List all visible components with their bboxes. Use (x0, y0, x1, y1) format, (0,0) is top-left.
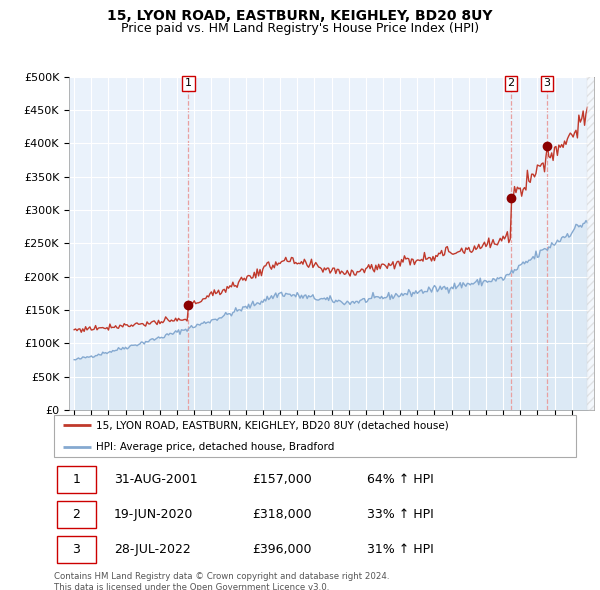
Text: 19-JUN-2020: 19-JUN-2020 (114, 508, 193, 522)
Text: 28-JUL-2022: 28-JUL-2022 (114, 543, 191, 556)
Text: 3: 3 (544, 78, 551, 88)
FancyBboxPatch shape (54, 415, 576, 457)
Text: 31% ↑ HPI: 31% ↑ HPI (367, 543, 434, 556)
FancyBboxPatch shape (56, 536, 96, 563)
Text: 1: 1 (185, 78, 192, 88)
Text: HPI: Average price, detached house, Bradford: HPI: Average price, detached house, Brad… (96, 442, 334, 451)
Text: 2: 2 (508, 78, 515, 88)
Text: Contains HM Land Registry data © Crown copyright and database right 2024.
This d: Contains HM Land Registry data © Crown c… (54, 572, 389, 590)
Text: £157,000: £157,000 (253, 473, 312, 486)
Text: 33% ↑ HPI: 33% ↑ HPI (367, 508, 434, 522)
Text: £318,000: £318,000 (253, 508, 312, 522)
Text: 64% ↑ HPI: 64% ↑ HPI (367, 473, 434, 486)
FancyBboxPatch shape (56, 501, 96, 529)
Text: 1: 1 (72, 473, 80, 486)
Text: 15, LYON ROAD, EASTBURN, KEIGHLEY, BD20 8UY (detached house): 15, LYON ROAD, EASTBURN, KEIGHLEY, BD20 … (96, 421, 449, 430)
FancyBboxPatch shape (56, 466, 96, 493)
Text: £396,000: £396,000 (253, 543, 312, 556)
Text: 31-AUG-2001: 31-AUG-2001 (114, 473, 197, 486)
Text: Price paid vs. HM Land Registry's House Price Index (HPI): Price paid vs. HM Land Registry's House … (121, 22, 479, 35)
Text: 2: 2 (72, 508, 80, 522)
Text: 3: 3 (72, 543, 80, 556)
Text: 15, LYON ROAD, EASTBURN, KEIGHLEY, BD20 8UY: 15, LYON ROAD, EASTBURN, KEIGHLEY, BD20 … (107, 9, 493, 23)
